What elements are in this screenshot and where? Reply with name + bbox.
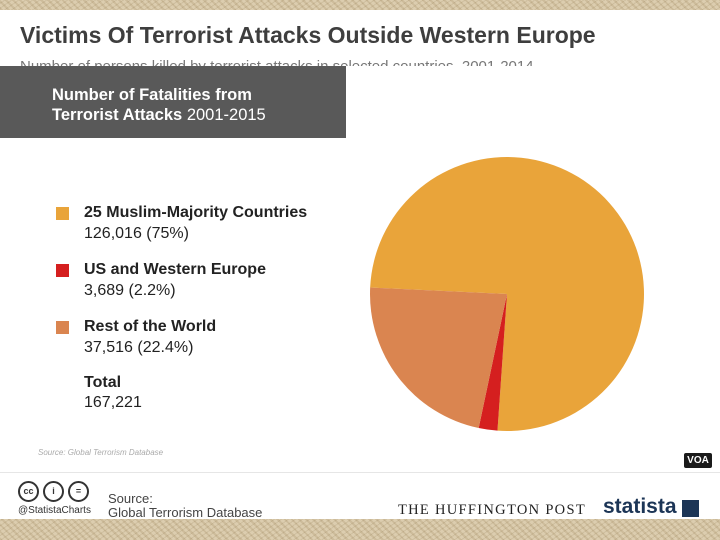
pie-slice-muslim-majority <box>370 156 644 432</box>
legend-value: 3,689 (2.2%) <box>84 282 176 299</box>
twitter-handle[interactable]: @StatistaCharts <box>18 505 91 516</box>
source-value: Global Terrorism Database <box>108 505 263 520</box>
chart-panel: Number of Fatalities from Terrorist Atta… <box>0 66 716 458</box>
page-title: Victims Of Terrorist Attacks Outside Wes… <box>20 22 596 48</box>
license-icons: cc i = <box>18 481 89 502</box>
source-label: Source: <box>108 491 153 506</box>
chart-title-line-2: Terrorist Attacks 2001-2015 <box>52 106 266 125</box>
legend-name: US and Western Europe <box>84 261 266 278</box>
creative-commons-icon[interactable]: cc <box>18 481 39 502</box>
legend-value: 126,016 (75%) <box>84 225 189 242</box>
pie-slice-rest-of-world <box>370 287 507 429</box>
legend-swatch <box>56 321 69 334</box>
legend-name: Rest of the World <box>84 318 217 335</box>
voa-logo: VOA <box>684 453 712 468</box>
chart-title-years: 2001-2015 <box>186 106 266 124</box>
total-value: 167,221 <box>84 394 142 411</box>
legend-swatch <box>56 207 69 220</box>
statista-logo-mark-icon <box>682 500 699 517</box>
no-derivatives-icon[interactable]: = <box>68 481 89 502</box>
chart-title-main: Terrorist Attacks <box>52 106 183 124</box>
statista-logo[interactable]: statista <box>603 495 677 518</box>
pie-slice-us-western-europe <box>478 294 507 431</box>
chart-title-line-1: Number of Fatalities from <box>52 86 252 104</box>
inner-source-note: Source: Global Terrorism Database <box>38 448 164 457</box>
page-subtitle: Number of persons killed by terrorist at… <box>20 58 534 67</box>
footer: cc i = @StatistaCharts Source: Global Te… <box>0 472 720 520</box>
attribution-icon[interactable]: i <box>43 481 64 502</box>
total-label: Total <box>84 374 122 391</box>
huffington-post-logo: THE HUFFINGTON POST <box>398 502 586 518</box>
legend-value: 37,516 (22.4%) <box>84 339 194 356</box>
chart-title-box: Number of Fatalities from Terrorist Atta… <box>0 66 346 138</box>
legend-name: 25 Muslim-Majority Countries <box>84 204 308 221</box>
pie-chart <box>370 156 644 432</box>
slide: Victims Of Terrorist Attacks Outside Wes… <box>0 10 720 520</box>
legend-swatch <box>56 264 69 277</box>
